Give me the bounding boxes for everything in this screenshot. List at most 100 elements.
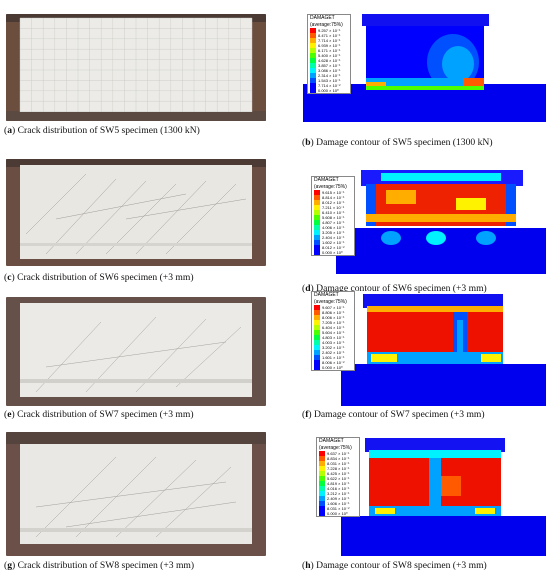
- legend-row: 7.714 × 10⁻²: [308, 83, 350, 88]
- legend-row: 8.031 × 10⁻²: [317, 506, 359, 511]
- legend-row: 6.410 × 10⁻¹: [312, 210, 354, 215]
- legend-value: 3.212 × 10⁻¹: [327, 491, 350, 496]
- legend-value: 3.086 × 10⁻¹: [318, 68, 341, 73]
- legend-swatch: [319, 511, 325, 516]
- legend-value: 0.000 × 10⁰: [322, 365, 343, 370]
- legend-value: 5.400 × 10⁻¹: [318, 53, 341, 58]
- legend-value: 6.410 × 10⁻¹: [322, 210, 345, 215]
- legend-swatch: [314, 240, 320, 245]
- legend-value: 5.608 × 10⁻¹: [322, 215, 345, 220]
- legend-row: 5.400 × 10⁻¹: [308, 53, 350, 58]
- legend-value: 7.205 × 10⁻¹: [322, 320, 345, 325]
- legend-value: 6.425 × 10⁻¹: [327, 471, 350, 476]
- legend-value: 9.607 × 10⁻¹: [322, 305, 345, 310]
- legend-swatch: [310, 48, 316, 53]
- photo-sw5: [6, 14, 266, 121]
- legend-row: 1.606 × 10⁻¹: [317, 501, 359, 506]
- legend-swatch: [310, 78, 316, 83]
- legend-row: 0.000 × 10⁰: [317, 511, 359, 516]
- legend-value: 1.602 × 10⁻¹: [322, 240, 345, 245]
- legend-row: 3.205 × 10⁻¹: [312, 230, 354, 235]
- legend-d: DAMAGET (average:75%) 9.615 × 10⁻¹ 8.814 …: [311, 176, 355, 256]
- legend-row: 1.602 × 10⁻¹: [312, 240, 354, 245]
- legend-row: 5.622 × 10⁻¹: [317, 476, 359, 481]
- legend-swatch: [314, 315, 320, 320]
- legend-value: 1.543 × 10⁻¹: [318, 78, 341, 83]
- legend-value: 1.606 × 10⁻¹: [327, 501, 350, 506]
- photo-sw6: [6, 159, 266, 266]
- legend-value: 9.637 × 10⁻¹: [327, 451, 350, 456]
- legend-swatch: [314, 305, 320, 310]
- legend-value: 6.404 × 10⁻¹: [322, 325, 345, 330]
- legend-swatch: [319, 486, 325, 491]
- legend-swatch: [310, 58, 316, 63]
- legend-swatch: [319, 481, 325, 486]
- legend-swatch: [319, 451, 325, 456]
- legend-value: 4.628 × 10⁻¹: [318, 58, 341, 63]
- legend-swatch: [314, 225, 320, 230]
- legend-swatch: [314, 220, 320, 225]
- legend-row: 4.819 × 10⁻¹: [317, 481, 359, 486]
- legend-swatch: [314, 250, 320, 255]
- legend-value: 2.409 × 10⁻¹: [327, 496, 350, 501]
- legend-swatch: [319, 491, 325, 496]
- legend-row: 6.171 × 10⁻¹: [308, 48, 350, 53]
- legend-swatch: [319, 461, 325, 466]
- legend-value: 0.000 × 10⁰: [322, 250, 343, 255]
- legend-swatch: [310, 38, 316, 43]
- legend-swatch: [314, 230, 320, 235]
- legend-value: 8.806 × 10⁻¹: [322, 310, 345, 315]
- legend-value: 4.819 × 10⁻¹: [327, 481, 350, 486]
- legend-swatch: [319, 456, 325, 461]
- legend-row: 6.939 × 10⁻¹: [308, 43, 350, 48]
- contour-sw8: [341, 436, 546, 556]
- legend-value: 8.814 × 10⁻¹: [322, 195, 345, 200]
- legend-value: 8.006 × 10⁻¹: [322, 315, 345, 320]
- legend-row: 8.471 × 10⁻¹: [308, 33, 350, 38]
- legend-row: 0.000 × 10⁰: [308, 88, 350, 93]
- legend-row: 6.425 × 10⁻¹: [317, 471, 359, 476]
- legend-value: 7.228 × 10⁻¹: [327, 466, 350, 471]
- legend-value: 8.834 × 10⁻¹: [327, 456, 350, 461]
- legend-swatch: [314, 365, 320, 370]
- legend-swatch: [314, 335, 320, 340]
- legend-swatch: [314, 210, 320, 215]
- legend-swatch: [319, 506, 325, 511]
- legend-row: 8.834 × 10⁻¹: [317, 456, 359, 461]
- legend-swatch: [310, 43, 316, 48]
- legend-swatch: [314, 190, 320, 195]
- legend-swatch: [314, 200, 320, 205]
- legend-row: 1.543 × 10⁻¹: [308, 78, 350, 83]
- legend-row: 8.814 × 10⁻¹: [312, 195, 354, 200]
- caption-d: (d) Damage contour of SW6 specimen (+3 m…: [302, 283, 487, 294]
- contour-sw7: [341, 292, 546, 406]
- legend-row: 4.016 × 10⁻¹: [317, 486, 359, 491]
- legend-row: 4.807 × 10⁻¹: [312, 220, 354, 225]
- legend-swatch: [314, 340, 320, 345]
- legend-value: 2.402 × 10⁻¹: [322, 350, 345, 355]
- legend-row: 7.228 × 10⁻¹: [317, 466, 359, 471]
- legend-value: 8.031 × 10⁻²: [327, 506, 350, 511]
- legend-value: 7.714 × 10⁻²: [318, 83, 341, 88]
- legend-swatch: [314, 310, 320, 315]
- legend-value: 6.171 × 10⁻¹: [318, 48, 341, 53]
- legend-value: 8.006 × 10⁻²: [322, 360, 345, 365]
- legend-row: 3.202 × 10⁻¹: [312, 345, 354, 350]
- legend-row: 8.006 × 10⁻¹: [312, 315, 354, 320]
- legend-row: 9.615 × 10⁻¹: [312, 190, 354, 195]
- photo-sw7: [6, 297, 266, 406]
- legend-value: 4.807 × 10⁻¹: [322, 220, 345, 225]
- legend-row: 4.003 × 10⁻¹: [312, 340, 354, 345]
- legend-swatch: [314, 350, 320, 355]
- legend-value: 9.615 × 10⁻¹: [322, 190, 345, 195]
- legend-row: 7.714 × 10⁻¹: [308, 38, 350, 43]
- legend-value: 0.000 × 10⁰: [318, 88, 339, 93]
- caption-f: (f) Damage contour of SW7 specimen (+3 m…: [302, 409, 485, 420]
- legend-row: 4.803 × 10⁻¹: [312, 335, 354, 340]
- caption-c: (c) Crack distribution of SW6 specimen (…: [4, 272, 194, 283]
- legend-row: 7.205 × 10⁻¹: [312, 320, 354, 325]
- caption-a: (a) Crack distribution of SW5 specimen (…: [4, 125, 200, 136]
- legend-swatch: [314, 355, 320, 360]
- legend-swatch: [310, 33, 316, 38]
- legend-swatch: [319, 496, 325, 501]
